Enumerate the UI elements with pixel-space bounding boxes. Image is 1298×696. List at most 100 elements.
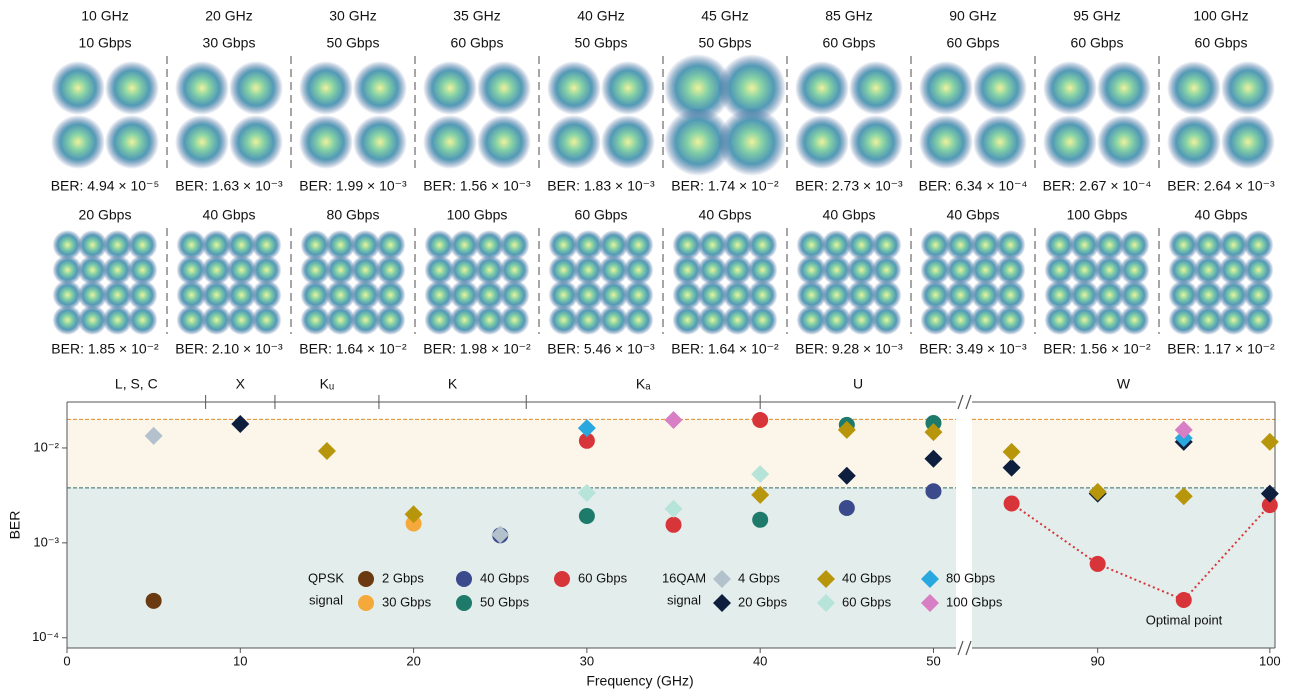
qpsk-rate: 60 Gbps	[451, 35, 504, 51]
legend-marker	[817, 570, 835, 588]
y-tick-label: 10⁻⁴	[32, 629, 59, 644]
constellation-blob	[423, 61, 477, 115]
qpsk-ber: BER: 1.83 × 10⁻³	[547, 178, 655, 194]
constellation-blob	[350, 280, 381, 310]
constellation-blob	[1218, 230, 1249, 260]
constellation-blob	[1119, 305, 1150, 335]
constellation-blob	[424, 280, 455, 310]
data-point	[405, 515, 422, 532]
legend-marker	[554, 571, 570, 587]
qam-ber: BER: 1.56 × 10⁻²	[1043, 341, 1151, 357]
frequency-label: 10 GHz	[81, 8, 128, 24]
data-point	[665, 516, 682, 533]
frequency-label: 100 GHz	[1193, 8, 1248, 24]
data-point	[1174, 487, 1193, 506]
data-point	[577, 483, 596, 502]
x-tick-label: 30	[580, 653, 594, 668]
data-point	[1002, 442, 1021, 461]
threshold-region	[972, 419, 1275, 488]
data-point	[404, 505, 423, 524]
constellation-blob	[325, 305, 356, 335]
constellation-blob	[1044, 305, 1075, 335]
constellation-blob	[1218, 305, 1249, 335]
qam-rate: 100 Gbps	[1067, 207, 1128, 223]
constellation-blob	[871, 255, 902, 285]
constellation-blob	[795, 115, 849, 169]
constellation-blob	[796, 305, 827, 335]
axis-break	[957, 640, 964, 656]
constellation-blob	[871, 230, 902, 260]
constellation-blob	[477, 61, 531, 115]
legend-label: 100 Gbps	[946, 594, 1003, 609]
data-point	[837, 420, 856, 439]
constellation-blob	[1044, 230, 1075, 260]
constellation-blob	[375, 305, 406, 335]
legend-group-label: signal	[309, 592, 343, 607]
constellation-blob	[722, 305, 753, 335]
band-label: K	[448, 376, 458, 392]
constellation-blob	[325, 255, 356, 285]
constellation-blob	[474, 230, 505, 260]
y-tick-label: 10⁻³	[33, 534, 59, 549]
x-tick-label: 20	[406, 653, 420, 668]
qpsk-rate: 60 Gbps	[1071, 35, 1124, 51]
legend-marker	[921, 570, 939, 588]
constellation-blob	[821, 305, 852, 335]
constellation-blob	[229, 115, 283, 169]
x-tick-label: 0	[63, 653, 70, 668]
legend-marker	[713, 594, 731, 612]
data-point	[577, 419, 596, 438]
data-point	[1002, 458, 1021, 477]
legend-marker	[456, 595, 472, 611]
frequency-label: 95 GHz	[1073, 8, 1120, 24]
constellation-blob	[718, 108, 786, 176]
constellation-blob	[821, 280, 852, 310]
constellation-blob	[102, 280, 133, 310]
constellation-blob	[1167, 61, 1221, 115]
constellation-blob	[105, 61, 159, 115]
data-point	[145, 592, 162, 609]
qpsk-rate: 60 Gbps	[1195, 35, 1248, 51]
constellation-blob	[821, 255, 852, 285]
constellation-blob	[664, 54, 732, 122]
qpsk-ber: BER: 4.94 × 10⁻⁵	[51, 178, 160, 194]
constellation-blob	[251, 280, 282, 310]
constellation-blob	[474, 255, 505, 285]
band-label: L, S, C	[115, 376, 158, 392]
constellation-blob	[1243, 230, 1274, 260]
constellation-blob	[1097, 115, 1151, 169]
constellation-blob	[201, 305, 232, 335]
qpsk-ber: BER: 2.67 × 10⁻⁴	[1043, 178, 1152, 194]
qpsk-rate: 30 Gbps	[203, 35, 256, 51]
constellation-blob	[623, 305, 654, 335]
frequency-label: 30 GHz	[329, 8, 376, 24]
constellation-blob	[697, 230, 728, 260]
constellation-blob	[973, 61, 1027, 115]
qam-rate: 40 Gbps	[823, 207, 876, 223]
constellation-blob	[1119, 280, 1150, 310]
constellation-blob	[1243, 255, 1274, 285]
qam-ber: BER: 1.85 × 10⁻²	[51, 341, 159, 357]
constellation-blob	[474, 280, 505, 310]
constellation-blob	[795, 61, 849, 115]
x-tick-label: 50	[926, 653, 940, 668]
qpsk-ber: BER: 1.74 × 10⁻²	[671, 178, 779, 194]
constellation-blob	[229, 61, 283, 115]
qpsk-rate: 60 Gbps	[823, 35, 876, 51]
constellation-blob	[1094, 305, 1125, 335]
constellation-blob	[251, 255, 282, 285]
constellation-blob	[821, 230, 852, 260]
constellation-blob	[796, 230, 827, 260]
constellation-blob	[424, 255, 455, 285]
qam-rate: 40 Gbps	[947, 207, 1000, 223]
connector-line	[1011, 502, 1271, 602]
constellation-blob	[995, 230, 1026, 260]
constellation-blob	[973, 115, 1027, 169]
constellation-blob	[919, 61, 973, 115]
constellation-blob	[623, 230, 654, 260]
constellation-blob	[499, 230, 530, 260]
legend-label: 60 Gbps	[842, 594, 892, 609]
data-point	[578, 507, 595, 524]
constellation-blob	[920, 255, 951, 285]
